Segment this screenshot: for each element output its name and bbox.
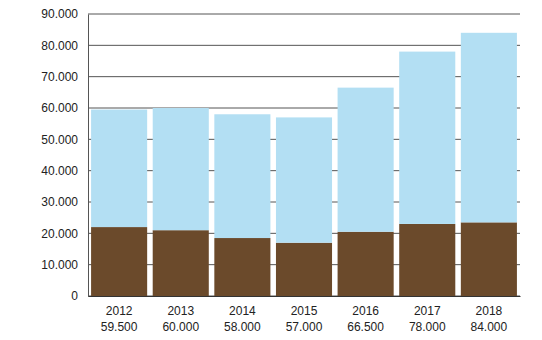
tick: 70.000: [41, 70, 88, 84]
tick-label: 0: [71, 289, 78, 303]
bar: [214, 114, 270, 238]
tick: 50.000: [41, 133, 88, 147]
bar: [91, 227, 147, 296]
tick-label: 80.000: [41, 39, 78, 53]
bar: [276, 243, 332, 296]
tick-label: 50.000: [41, 133, 78, 147]
bar: [338, 88, 394, 232]
tick-label: 2017: [414, 304, 441, 318]
tick-label: 10.000: [41, 258, 78, 272]
tick-label: 2018: [476, 304, 503, 318]
tick-label: 2012: [106, 304, 133, 318]
plot: 0 10.000 20.000 30.000 40.000 50.000 60.000 70.…: [41, 7, 520, 334]
bar: [461, 33, 517, 223]
axis-line: [88, 15, 89, 297]
tick-label: 2013: [167, 304, 194, 318]
tick-label: 2016: [352, 304, 379, 318]
bar: [214, 238, 270, 296]
tick: 10.000: [41, 258, 88, 272]
bar: [461, 222, 517, 296]
tick: 2018: [476, 296, 503, 318]
tick: 80.000: [41, 39, 88, 53]
bar: [91, 110, 147, 228]
bar: [153, 108, 209, 230]
tick-label: 40.000: [41, 164, 78, 178]
grid-line: [88, 45, 520, 46]
tick-label: 30.000: [41, 195, 78, 209]
total-label: 84.000: [471, 320, 508, 334]
tick: 2016: [352, 296, 379, 318]
tick-label: 70.000: [41, 70, 78, 84]
grid-line: [88, 14, 520, 15]
series: [91, 33, 517, 243]
tick: 2014: [229, 296, 256, 318]
tick: 2013: [167, 296, 194, 318]
tick-label: 20.000: [41, 227, 78, 241]
axis-line: [89, 296, 521, 297]
tick: 0: [71, 289, 88, 303]
total-labels: 59.500 60.000 58.000 57.000 66.500 78.000 84.0…: [101, 320, 508, 334]
bar: [399, 224, 455, 296]
chart: 0 10.000 20.000 30.000 40.000 50.000 60.000 70.…: [0, 0, 542, 340]
total-label: 78.000: [409, 320, 446, 334]
x-axis: 2012 2013 2014 2015 2016 2017 2018: [89, 296, 521, 318]
tick: 2012: [106, 296, 133, 318]
grid: [88, 14, 520, 296]
tick: 60.000: [41, 101, 88, 115]
tick-label: 90.000: [41, 7, 78, 21]
tick: 30.000: [41, 195, 88, 209]
bar: [276, 117, 332, 242]
tick: 20.000: [41, 227, 88, 241]
tick: 2017: [414, 296, 441, 318]
total-label: 66.500: [347, 320, 384, 334]
tick: 2015: [291, 296, 318, 318]
total-label: 58.000: [224, 320, 261, 334]
bar: [338, 232, 394, 296]
total-label: 57.000: [286, 320, 323, 334]
bar: [153, 230, 209, 296]
bars: [91, 33, 517, 296]
total-label: 60.000: [162, 320, 199, 334]
tick: 40.000: [41, 164, 88, 178]
y-axis: 0 10.000 20.000 30.000 40.000 50.000 60.000 70.…: [41, 7, 88, 303]
bar: [399, 52, 455, 224]
tick-label: 60.000: [41, 101, 78, 115]
tick-label: 2014: [229, 304, 256, 318]
tick-label: 2015: [291, 304, 318, 318]
total-label: 59.500: [101, 320, 138, 334]
tick: 90.000: [41, 7, 88, 21]
